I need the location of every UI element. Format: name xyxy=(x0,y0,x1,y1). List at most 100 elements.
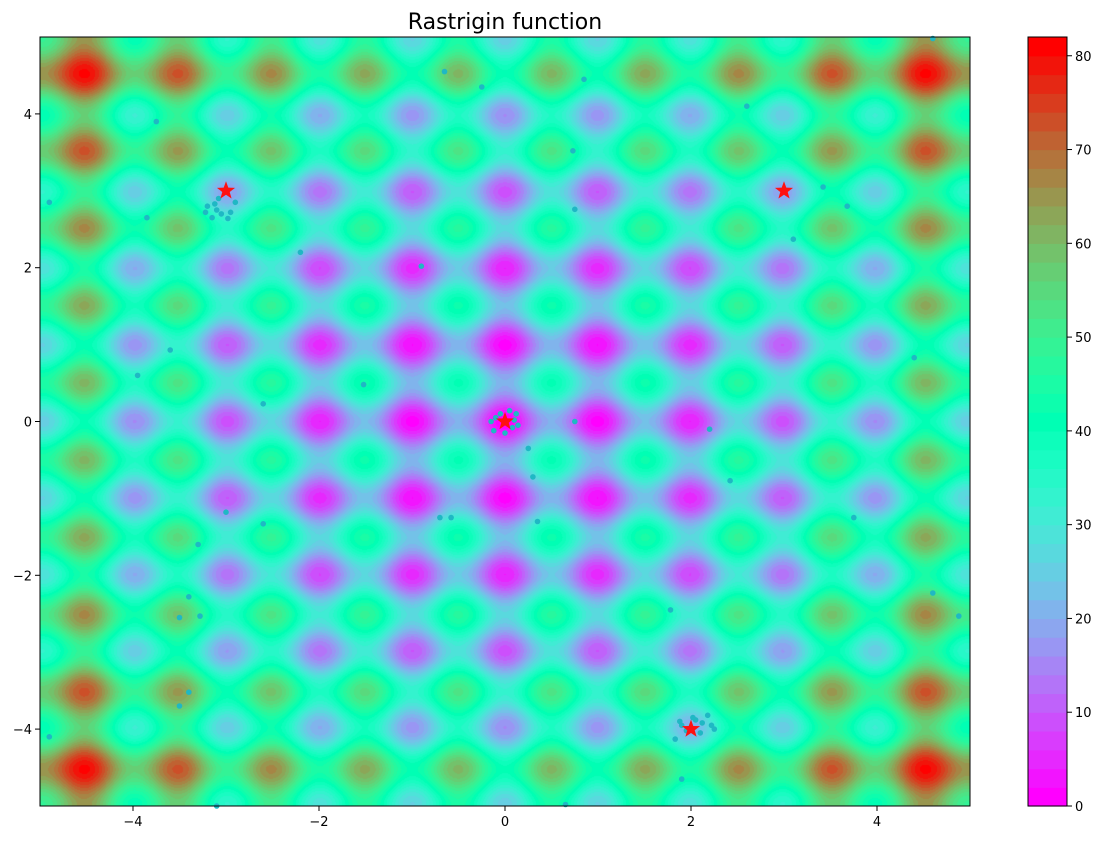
scatter-point xyxy=(690,714,696,721)
scatter-point xyxy=(46,199,53,206)
scatter-point xyxy=(212,201,218,207)
scatter-point xyxy=(197,613,203,619)
scatter-point xyxy=(513,411,519,417)
colorbar-band xyxy=(1028,618,1067,638)
colorbar: 0 10 20 30 40 50 60 70 80 xyxy=(1027,36,1092,815)
y-tick-label: 4 xyxy=(24,108,32,123)
colorbar-band xyxy=(1028,543,1067,563)
scatter-point xyxy=(441,68,448,75)
colorbar-band xyxy=(1028,562,1067,582)
colorbar-band xyxy=(1028,280,1067,301)
scatter-point xyxy=(225,215,231,222)
colorbar-band xyxy=(1028,243,1067,263)
colorbar-band xyxy=(1028,393,1067,413)
scatter-point xyxy=(699,720,705,726)
scatter-point xyxy=(515,422,521,429)
colorbar-band xyxy=(1028,37,1067,57)
colorbar-band xyxy=(1028,205,1067,226)
colorbar-tick-label: 40 xyxy=(1075,425,1092,440)
scatter-point xyxy=(820,184,826,190)
y-tick-label: −2 xyxy=(13,569,32,584)
scatter-point xyxy=(851,514,857,521)
colorbar-band xyxy=(1028,449,1067,469)
scatter-point xyxy=(677,718,683,725)
colorbar-tick-label: 30 xyxy=(1075,519,1092,534)
scatter-point xyxy=(227,209,234,216)
scatter-point xyxy=(711,726,718,732)
scatter-point xyxy=(790,236,797,242)
colorbar-axis: 0 10 20 30 40 50 60 70 80 xyxy=(1067,50,1092,815)
colorbar-band xyxy=(1028,693,1067,713)
scatter-point xyxy=(727,477,733,484)
scatter-point xyxy=(186,689,192,695)
x-tick-label: 0 xyxy=(501,815,509,830)
scatter-point xyxy=(911,354,917,361)
colorbar-band xyxy=(1028,505,1067,526)
star-marker xyxy=(495,412,515,430)
scatter-point xyxy=(744,103,750,109)
colorbar-band xyxy=(1028,637,1067,657)
scatter-point xyxy=(502,430,508,436)
scatter-point xyxy=(572,418,578,425)
scatter-point xyxy=(186,594,192,600)
plot-area xyxy=(39,35,971,809)
star-marker xyxy=(216,181,236,199)
colorbar-band xyxy=(1028,149,1067,169)
scatter-point xyxy=(218,211,225,217)
colorbar-band xyxy=(1028,187,1067,207)
colorbar-band xyxy=(1028,262,1067,282)
colorbar-band xyxy=(1028,374,1067,394)
colorbar-tick-label: 80 xyxy=(1075,50,1092,65)
colorbar-band xyxy=(1028,224,1067,244)
colorbar-tick-label: 50 xyxy=(1075,331,1092,346)
colorbar-band xyxy=(1028,655,1067,676)
scatter-point xyxy=(525,445,532,452)
scatter-point xyxy=(706,426,713,433)
y-tick-label: 0 xyxy=(24,416,32,431)
scatter-point xyxy=(260,521,267,527)
scatter-point xyxy=(491,427,497,434)
colorbar-tick-label: 10 xyxy=(1075,706,1092,721)
scatter-point xyxy=(678,776,685,782)
scatter-point xyxy=(534,518,541,525)
scatter-point xyxy=(176,703,183,709)
scatter-point xyxy=(360,381,367,388)
star-marker xyxy=(681,719,701,737)
scatter-point xyxy=(572,206,578,213)
colorbar-band xyxy=(1028,580,1067,601)
y-tick-label: 2 xyxy=(24,262,32,277)
colorbar-band xyxy=(1028,74,1067,94)
colorbar-band xyxy=(1028,355,1067,376)
scatter-point xyxy=(209,214,215,221)
scatter-point xyxy=(697,730,704,736)
colorbar-band xyxy=(1028,430,1067,451)
scatter-point xyxy=(672,736,678,742)
star-marker xyxy=(774,181,794,199)
colorbar-band xyxy=(1028,712,1067,732)
colorbar-band xyxy=(1028,730,1067,751)
scatter-point xyxy=(506,407,513,414)
colorbar-frame xyxy=(1027,36,1068,807)
scatter-point xyxy=(479,84,485,90)
scatter-point xyxy=(46,734,53,740)
scatter-point xyxy=(223,509,229,515)
scatter-point xyxy=(704,712,711,719)
colorbar-band xyxy=(1028,468,1067,488)
scatter-point xyxy=(930,590,936,596)
scatter-point xyxy=(448,514,454,521)
scatter-point xyxy=(134,372,141,379)
colorbar-band xyxy=(1028,412,1067,432)
x-tick-label: 4 xyxy=(873,815,881,830)
scatter-point xyxy=(195,541,201,548)
colorbar-band xyxy=(1028,299,1067,319)
colorbar-band xyxy=(1028,787,1067,807)
colorbar-band xyxy=(1028,318,1067,338)
colorbar-tick-label: 20 xyxy=(1075,612,1092,627)
colorbar-band xyxy=(1028,112,1067,132)
scatter-point xyxy=(956,613,962,619)
scatter-point xyxy=(153,118,160,125)
colorbar-band xyxy=(1028,55,1067,76)
x-tick-label: −4 xyxy=(123,815,142,830)
colorbar-band xyxy=(1028,487,1067,507)
